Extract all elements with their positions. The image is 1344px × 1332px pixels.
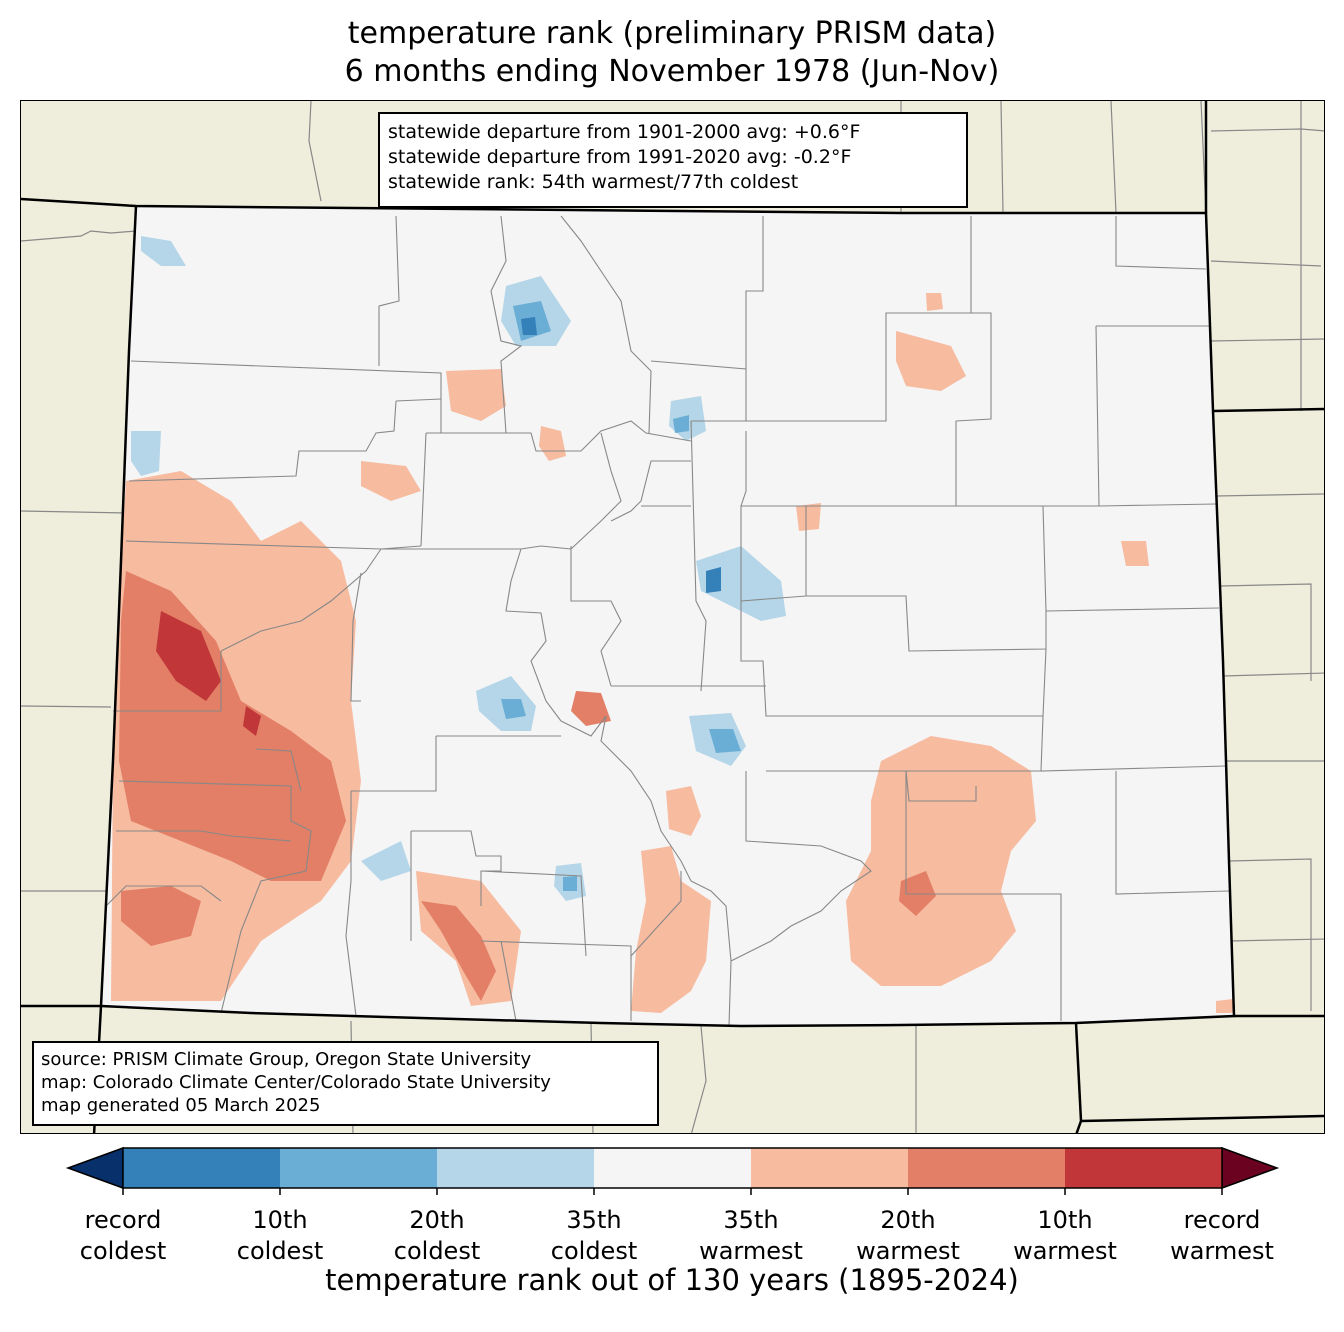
statewide-stats-box: statewide departure from 1901-2000 avg: … [378, 112, 968, 208]
tick-label-line-1: 20th [409, 1206, 465, 1234]
colorbar-extend-over [1221, 1146, 1280, 1190]
map-frame [20, 100, 1325, 1134]
source-line-1: source: PRISM Climate Group, Oregon Stat… [41, 1049, 532, 1070]
colorbar-tick-label: 10th warmest [995, 1205, 1135, 1267]
colorbar-tick-label: record warmest [1152, 1205, 1292, 1267]
colorbar-bin [437, 1148, 595, 1188]
colorbar-extend-under [65, 1146, 124, 1190]
neighbor-county-lines [21, 101, 1324, 1133]
warm-anomaly-areas [111, 293, 1233, 1013]
colorbar-bin [1065, 1148, 1223, 1188]
tick-label-line-2: coldest [236, 1237, 324, 1265]
colorbar-bin [280, 1148, 438, 1188]
colorbar-tick-label: 10th coldest [210, 1205, 350, 1267]
map-title-line-1: temperature rank (preliminary PRISM data… [347, 16, 997, 51]
tick-label-line-2: warmest [699, 1237, 803, 1265]
source-line-3: map generated 05 March 2025 [41, 1095, 321, 1116]
stats-line-1: statewide departure from 1901-2000 avg: … [388, 121, 861, 143]
tick-label-line-1: 20th [880, 1206, 936, 1234]
colorbar-bin [594, 1148, 752, 1188]
colorbar-tick-label: 35th coldest [524, 1205, 664, 1267]
colorbar-tick-label: 20th warmest [838, 1205, 978, 1267]
stats-line-2: statewide departure from 1991-2020 avg: … [388, 146, 852, 168]
map-title-line-2: 6 months ending November 1978 (Jun-Nov) [344, 54, 1000, 89]
colorbar-tick-label: 20th coldest [367, 1205, 507, 1267]
tick-label-line-1: 35th [723, 1206, 779, 1234]
tick-label-line-1: record [1183, 1206, 1261, 1234]
tick-label-line-2: coldest [393, 1237, 481, 1265]
source-box: source: PRISM Climate Group, Oregon Stat… [32, 1041, 659, 1126]
county-lines [105, 215, 1230, 1027]
state-borders [21, 101, 1324, 1133]
tick-label-line-2: coldest [79, 1237, 167, 1265]
tick-label-line-1: record [84, 1206, 162, 1234]
colorbar-bin [751, 1148, 909, 1188]
colorbar-tick-label: 35th warmest [681, 1205, 821, 1267]
tick-label-line-2: warmest [856, 1237, 960, 1265]
stats-line-3: statewide rank: 54th warmest/77th coldes… [388, 171, 799, 193]
tick-label-line-1: 10th [252, 1206, 308, 1234]
tick-label-line-1: 10th [1037, 1206, 1093, 1234]
colorbar [65, 1146, 1280, 1195]
tick-label-line-2: coldest [550, 1237, 638, 1265]
source-line-2: map: Colorado Climate Center/Colorado St… [41, 1072, 551, 1093]
tick-label-line-2: warmest [1170, 1237, 1274, 1265]
colorbar-bin [908, 1148, 1066, 1188]
tick-label-line-2: warmest [1013, 1237, 1117, 1265]
colorado-map [21, 101, 1324, 1133]
colorbar-bin [123, 1148, 281, 1188]
colorbar-caption: temperature rank out of 130 years (1895-… [325, 1263, 1019, 1297]
tick-label-line-1: 35th [566, 1206, 622, 1234]
colorbar-outline [122, 1147, 1223, 1189]
colorbar-tick-label: record coldest [53, 1205, 193, 1267]
